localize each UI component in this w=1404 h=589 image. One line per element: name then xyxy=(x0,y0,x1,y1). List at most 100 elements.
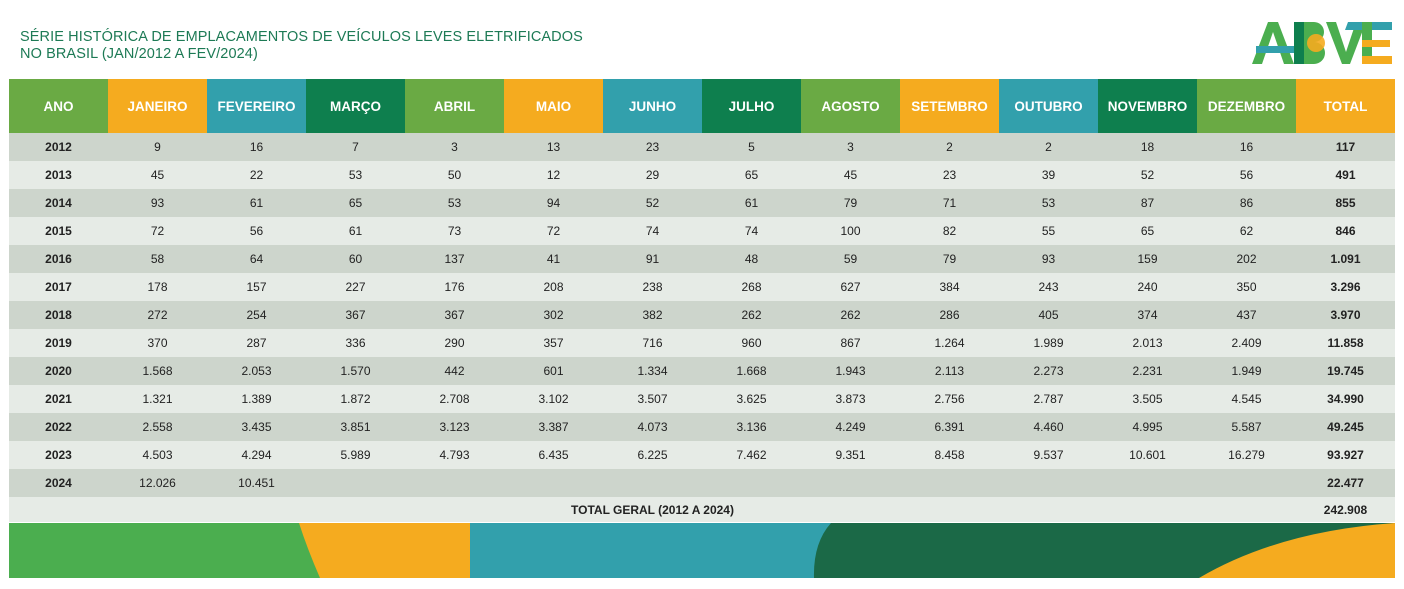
month-cell: 45 xyxy=(108,161,207,189)
month-cell: 39 xyxy=(999,161,1098,189)
month-cell xyxy=(801,469,900,497)
month-cell: 5.989 xyxy=(306,441,405,469)
month-cell: 58 xyxy=(108,245,207,273)
table-row: 2017 178 157 227 176 208 238 268 627 384 243 240 350… xyxy=(9,273,1395,301)
month-cell: 367 xyxy=(405,301,504,329)
month-cell: 1.872 xyxy=(306,385,405,413)
total-cell: 117 xyxy=(1296,133,1395,161)
month-cell: 65 xyxy=(1098,217,1197,245)
month-cell: 22 xyxy=(207,161,306,189)
month-cell: 64 xyxy=(207,245,306,273)
month-cell xyxy=(306,469,405,497)
year-cell: 2021 xyxy=(9,385,108,413)
month-cell: 4.073 xyxy=(603,413,702,441)
column-header-julho: JULHO xyxy=(702,79,801,133)
month-cell: 72 xyxy=(108,217,207,245)
month-cell: 56 xyxy=(1197,161,1296,189)
total-cell: 49.245 xyxy=(1296,413,1395,441)
month-cell: 61 xyxy=(702,189,801,217)
month-cell: 56 xyxy=(207,217,306,245)
month-cell: 262 xyxy=(702,301,801,329)
column-header-ano: ANO xyxy=(9,79,108,133)
month-cell: 4.503 xyxy=(108,441,207,469)
month-cell: 10.601 xyxy=(1098,441,1197,469)
month-cell: 3.625 xyxy=(702,385,801,413)
month-cell: 2.113 xyxy=(900,357,999,385)
year-cell: 2014 xyxy=(9,189,108,217)
month-cell: 268 xyxy=(702,273,801,301)
month-cell xyxy=(405,469,504,497)
month-cell xyxy=(900,469,999,497)
total-cell: 34.990 xyxy=(1296,385,1395,413)
month-cell: 16 xyxy=(207,133,306,161)
table-row: 2018 272 254 367 367 302 382 262 262 286 405 374 437… xyxy=(9,301,1395,329)
total-cell: 22.477 xyxy=(1296,469,1395,497)
month-cell: 238 xyxy=(603,273,702,301)
grand-total-value: 242.908 xyxy=(1296,497,1395,522)
month-cell: 157 xyxy=(207,273,306,301)
month-cell: 65 xyxy=(306,189,405,217)
month-cell: 8.458 xyxy=(900,441,999,469)
month-cell: 176 xyxy=(405,273,504,301)
table-row: 2015 72 56 61 73 72 74 74 100 82 55 65 62 846 xyxy=(9,217,1395,245)
month-cell: 16 xyxy=(1197,133,1296,161)
month-cell: 374 xyxy=(1098,301,1197,329)
total-cell: 19.745 xyxy=(1296,357,1395,385)
month-cell: 254 xyxy=(207,301,306,329)
month-cell: 2.231 xyxy=(1098,357,1197,385)
title-line-1: SÉRIE HISTÓRICA DE EMPLACAMENTOS DE VEÍC… xyxy=(20,29,583,45)
month-cell: 3.851 xyxy=(306,413,405,441)
month-cell: 4.793 xyxy=(405,441,504,469)
total-cell: 491 xyxy=(1296,161,1395,189)
table-row: 2016 58 64 60 137 41 91 48 59 79 93 159 202 1.091 xyxy=(9,245,1395,273)
month-cell: 1.389 xyxy=(207,385,306,413)
month-cell: 370 xyxy=(108,329,207,357)
year-cell: 2013 xyxy=(9,161,108,189)
table-header-row: ANO JANEIRO FEVEREIRO MARÇO ABRIL MAIO JUNHO JU… xyxy=(9,79,1395,133)
month-cell: 55 xyxy=(999,217,1098,245)
month-cell: 53 xyxy=(999,189,1098,217)
month-cell: 867 xyxy=(801,329,900,357)
table-row: 2023 4.503 4.294 5.989 4.793 6.435 6.225 7.462 9… xyxy=(9,441,1395,469)
total-cell: 3.296 xyxy=(1296,273,1395,301)
month-cell: 2.409 xyxy=(1197,329,1296,357)
month-cell: 65 xyxy=(702,161,801,189)
month-cell: 52 xyxy=(603,189,702,217)
month-cell: 53 xyxy=(306,161,405,189)
month-cell: 3.507 xyxy=(603,385,702,413)
month-cell: 3.873 xyxy=(801,385,900,413)
grand-total-label: TOTAL GERAL (2012 A 2024) xyxy=(9,497,1296,522)
month-cell: 62 xyxy=(1197,217,1296,245)
month-cell: 243 xyxy=(999,273,1098,301)
month-cell: 382 xyxy=(603,301,702,329)
month-cell: 52 xyxy=(1098,161,1197,189)
month-cell: 86 xyxy=(1197,189,1296,217)
month-cell: 262 xyxy=(801,301,900,329)
total-cell: 3.970 xyxy=(1296,301,1395,329)
month-cell: 3.505 xyxy=(1098,385,1197,413)
month-cell: 13 xyxy=(504,133,603,161)
month-cell: 6.435 xyxy=(504,441,603,469)
month-cell xyxy=(1197,469,1296,497)
month-cell: 2.558 xyxy=(108,413,207,441)
total-cell: 11.858 xyxy=(1296,329,1395,357)
month-cell: 442 xyxy=(405,357,504,385)
month-cell: 74 xyxy=(702,217,801,245)
page-title: SÉRIE HISTÓRICA DE EMPLACAMENTOS DE VEÍC… xyxy=(20,29,583,63)
month-cell: 59 xyxy=(801,245,900,273)
month-cell: 1.943 xyxy=(801,357,900,385)
month-cell: 2.756 xyxy=(900,385,999,413)
title-line-2: NO BRASIL (JAN/2012 A FEV/2024) xyxy=(20,46,258,62)
month-cell: 79 xyxy=(900,245,999,273)
month-cell xyxy=(702,469,801,497)
column-header-dezembro: DEZEMBRO xyxy=(1197,79,1296,133)
month-cell: 10.451 xyxy=(207,469,306,497)
year-cell: 2012 xyxy=(9,133,108,161)
month-cell: 357 xyxy=(504,329,603,357)
month-cell: 5.587 xyxy=(1197,413,1296,441)
month-cell: 5 xyxy=(702,133,801,161)
month-cell: 272 xyxy=(108,301,207,329)
month-cell xyxy=(603,469,702,497)
column-header-janeiro: JANEIRO xyxy=(108,79,207,133)
month-cell: 9 xyxy=(108,133,207,161)
